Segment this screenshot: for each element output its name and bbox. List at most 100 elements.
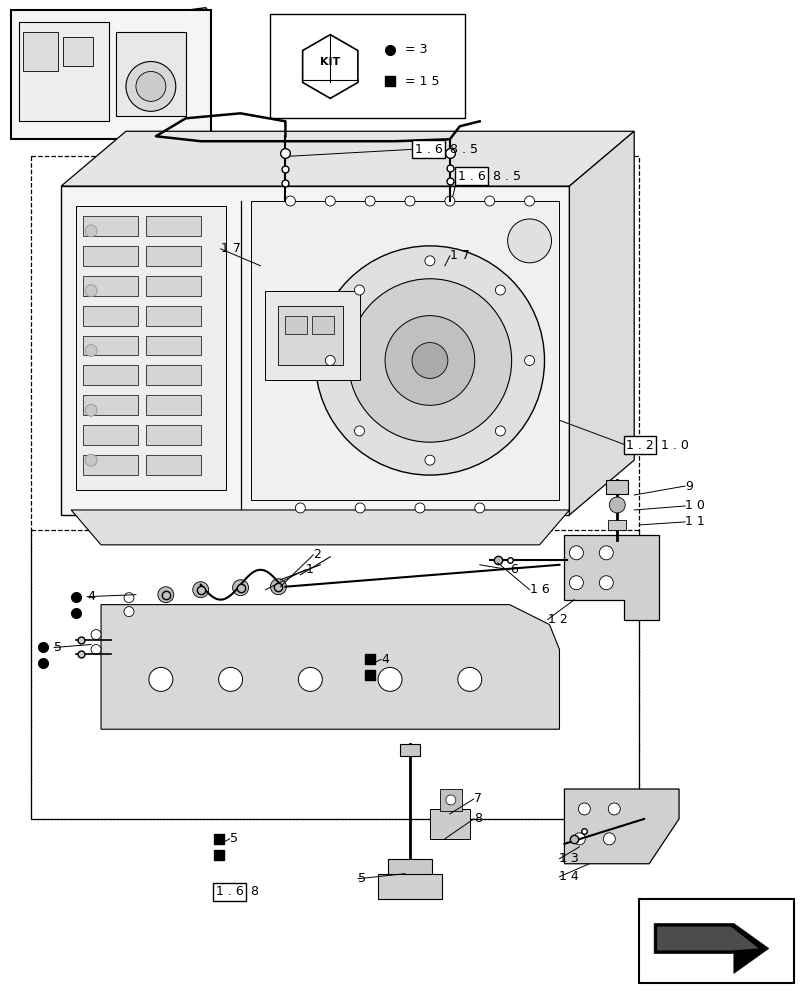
Circle shape: [325, 196, 335, 206]
Circle shape: [569, 546, 582, 560]
Text: 1 . 2: 1 . 2: [625, 439, 653, 452]
Bar: [19, 22, 109, 121]
Text: 1 7: 1 7: [449, 249, 469, 262]
Bar: [83, 365, 138, 385]
Circle shape: [599, 576, 612, 590]
Text: 8: 8: [473, 812, 481, 825]
Bar: [11, 10, 210, 139]
Bar: [606, 480, 628, 494]
Circle shape: [354, 503, 365, 513]
Circle shape: [354, 285, 364, 295]
Circle shape: [524, 196, 534, 206]
Text: 1 . 6: 1 . 6: [457, 170, 485, 183]
Polygon shape: [569, 131, 633, 515]
Text: 1 . 6: 1 . 6: [216, 885, 243, 898]
Circle shape: [457, 667, 481, 691]
Bar: [146, 276, 200, 296]
Text: 1 3: 1 3: [559, 852, 578, 865]
Text: 8 . 5: 8 . 5: [492, 170, 520, 183]
Bar: [83, 246, 138, 266]
Circle shape: [270, 579, 286, 595]
Circle shape: [85, 454, 97, 466]
Circle shape: [232, 580, 248, 596]
Bar: [76, 206, 225, 490]
Circle shape: [444, 196, 454, 206]
Circle shape: [599, 546, 612, 560]
Bar: [116, 32, 186, 116]
Text: = 1 5: = 1 5: [405, 75, 439, 88]
Circle shape: [91, 645, 101, 654]
Circle shape: [157, 587, 174, 603]
Circle shape: [285, 196, 295, 206]
Circle shape: [495, 426, 504, 436]
Polygon shape: [71, 510, 569, 545]
Bar: [146, 425, 200, 445]
Bar: [146, 306, 200, 326]
Circle shape: [569, 576, 582, 590]
Circle shape: [365, 196, 375, 206]
Circle shape: [148, 667, 173, 691]
Bar: [83, 306, 138, 326]
Text: 8 . 5: 8 . 5: [449, 143, 477, 156]
Circle shape: [608, 497, 624, 513]
Bar: [83, 276, 138, 296]
Bar: [388, 859, 431, 877]
Circle shape: [85, 345, 97, 356]
Circle shape: [507, 219, 551, 263]
Bar: [61, 186, 569, 515]
Text: 1 . 6: 1 . 6: [414, 143, 442, 156]
Bar: [285, 316, 307, 334]
Text: = 3: = 3: [405, 43, 427, 56]
Text: 1 0: 1 0: [684, 499, 704, 512]
Circle shape: [384, 316, 474, 405]
Polygon shape: [564, 789, 678, 864]
Bar: [440, 789, 461, 811]
Circle shape: [411, 343, 448, 378]
Polygon shape: [101, 605, 559, 729]
Bar: [146, 395, 200, 415]
Bar: [83, 425, 138, 445]
Polygon shape: [654, 924, 768, 973]
Circle shape: [124, 607, 134, 617]
Text: 1 4: 1 4: [559, 870, 578, 883]
Bar: [378, 874, 441, 899]
Bar: [270, 14, 464, 118]
Text: 5: 5: [230, 832, 238, 845]
Text: 8: 8: [251, 885, 258, 898]
Circle shape: [298, 667, 322, 691]
Bar: [83, 336, 138, 355]
Text: 1 2: 1 2: [547, 613, 567, 626]
Circle shape: [424, 455, 435, 465]
Bar: [83, 455, 138, 475]
Text: 5: 5: [54, 641, 62, 654]
Bar: [429, 809, 470, 839]
Text: 4: 4: [380, 653, 388, 666]
Circle shape: [325, 355, 335, 365]
Text: 2: 2: [313, 548, 321, 561]
Bar: [83, 395, 138, 415]
Circle shape: [524, 355, 534, 365]
Bar: [638, 899, 792, 983]
Bar: [24, 32, 58, 71]
Circle shape: [295, 503, 305, 513]
Bar: [83, 216, 138, 236]
Circle shape: [85, 404, 97, 416]
Bar: [400, 744, 419, 756]
Circle shape: [315, 246, 544, 475]
Circle shape: [603, 833, 615, 845]
Text: 1 1: 1 1: [684, 515, 704, 528]
Text: KIT: KIT: [320, 57, 340, 67]
Bar: [146, 246, 200, 266]
Circle shape: [484, 196, 494, 206]
Circle shape: [378, 667, 401, 691]
Circle shape: [348, 279, 511, 442]
Circle shape: [135, 71, 165, 101]
Text: 1 . 0: 1 . 0: [660, 439, 689, 452]
Text: 1: 1: [305, 563, 313, 576]
Bar: [278, 306, 343, 365]
Circle shape: [405, 196, 414, 206]
Polygon shape: [564, 535, 659, 620]
Polygon shape: [61, 131, 633, 186]
Text: 7: 7: [473, 792, 481, 805]
Bar: [146, 365, 200, 385]
